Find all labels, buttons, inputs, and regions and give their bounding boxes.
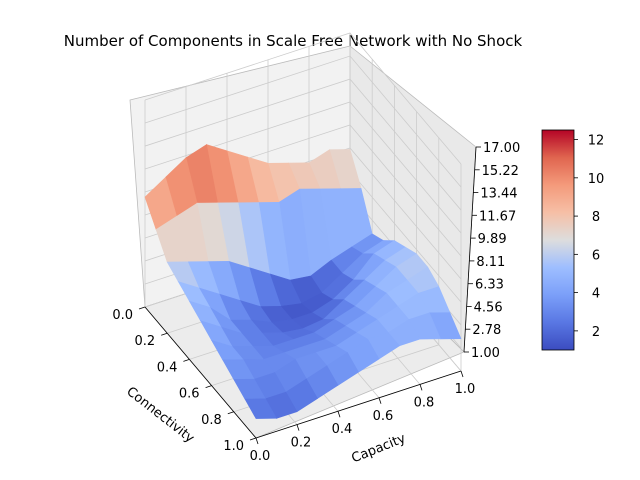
- z-tick-label: 8.11: [476, 255, 505, 270]
- x-tick-label: 0.2: [135, 334, 156, 349]
- y-tick-mark: [378, 397, 382, 404]
- y-axis-label: Capacity: [350, 431, 409, 466]
- colorbar-ticks: 2 4 6 8 10 12: [574, 134, 604, 340]
- y-tick-label: 0.2: [291, 436, 312, 451]
- x-tick-mark: [205, 385, 212, 388]
- surface: [144, 144, 462, 419]
- z-tick-label: 2.78: [472, 323, 501, 338]
- y-tick-mark: [419, 384, 423, 391]
- y-axis-line: [255, 370, 462, 439]
- colorbar-tick-label: 6: [592, 248, 600, 263]
- x-axis-line: [144, 306, 257, 439]
- y-tick-label: 0.0: [250, 449, 271, 464]
- colorbar: [541, 129, 575, 351]
- x-tick-mark: [161, 332, 168, 336]
- z-tick-label: 1.00: [471, 346, 500, 361]
- x-tick-mark: [227, 411, 234, 415]
- x-tick-label: 0.4: [157, 360, 178, 375]
- grid-line-z: [144, 55, 462, 188]
- colorbar-tick-label: 12: [588, 134, 605, 149]
- z-tick-label: 6.33: [475, 278, 504, 293]
- x-tick-mark: [138, 306, 146, 310]
- colorbar-tick-label: 10: [588, 172, 605, 187]
- z-tick-label: 11.67: [479, 209, 516, 224]
- x-tick-label: 0.6: [179, 387, 200, 402]
- grid-line-z: [144, 78, 462, 211]
- y-tick-mark: [337, 411, 341, 418]
- x-tick-mark: [249, 437, 257, 441]
- z-tick-label: 4.56: [474, 300, 503, 315]
- y-tick-mark: [460, 370, 464, 378]
- x-tick-label: 0.8: [201, 413, 222, 428]
- z-axis-line: [463, 146, 477, 353]
- colorbar-tick-label: 4: [592, 287, 600, 302]
- x-tick-label: 1.0: [223, 439, 244, 454]
- z-tick-label: 13.44: [480, 187, 517, 202]
- chart-title: Number of Components in Scale Free Netwo…: [64, 32, 523, 50]
- axes: 0.00.20.40.60.81.00.00.20.40.60.81.01.00…: [112, 141, 520, 464]
- colorbar-tick-label: 2: [592, 325, 600, 340]
- z-tick-label: 9.89: [478, 232, 507, 247]
- colorbar-tick-label: 8: [592, 210, 600, 225]
- grid-line-z: [144, 32, 462, 165]
- x-tick-label: 0.0: [112, 308, 133, 323]
- y-tick-label: 1.0: [455, 382, 476, 397]
- z-tick-label: 15.22: [482, 164, 519, 179]
- y-tick-label: 0.6: [373, 409, 394, 424]
- x-tick-mark: [183, 359, 190, 362]
- y-tick-mark: [296, 424, 300, 431]
- z-tick-label: 17.00: [483, 141, 520, 156]
- y-tick-mark: [255, 437, 259, 445]
- surface-patch: [244, 398, 278, 419]
- y-tick-label: 0.4: [332, 422, 353, 437]
- y-tick-label: 0.8: [414, 395, 435, 410]
